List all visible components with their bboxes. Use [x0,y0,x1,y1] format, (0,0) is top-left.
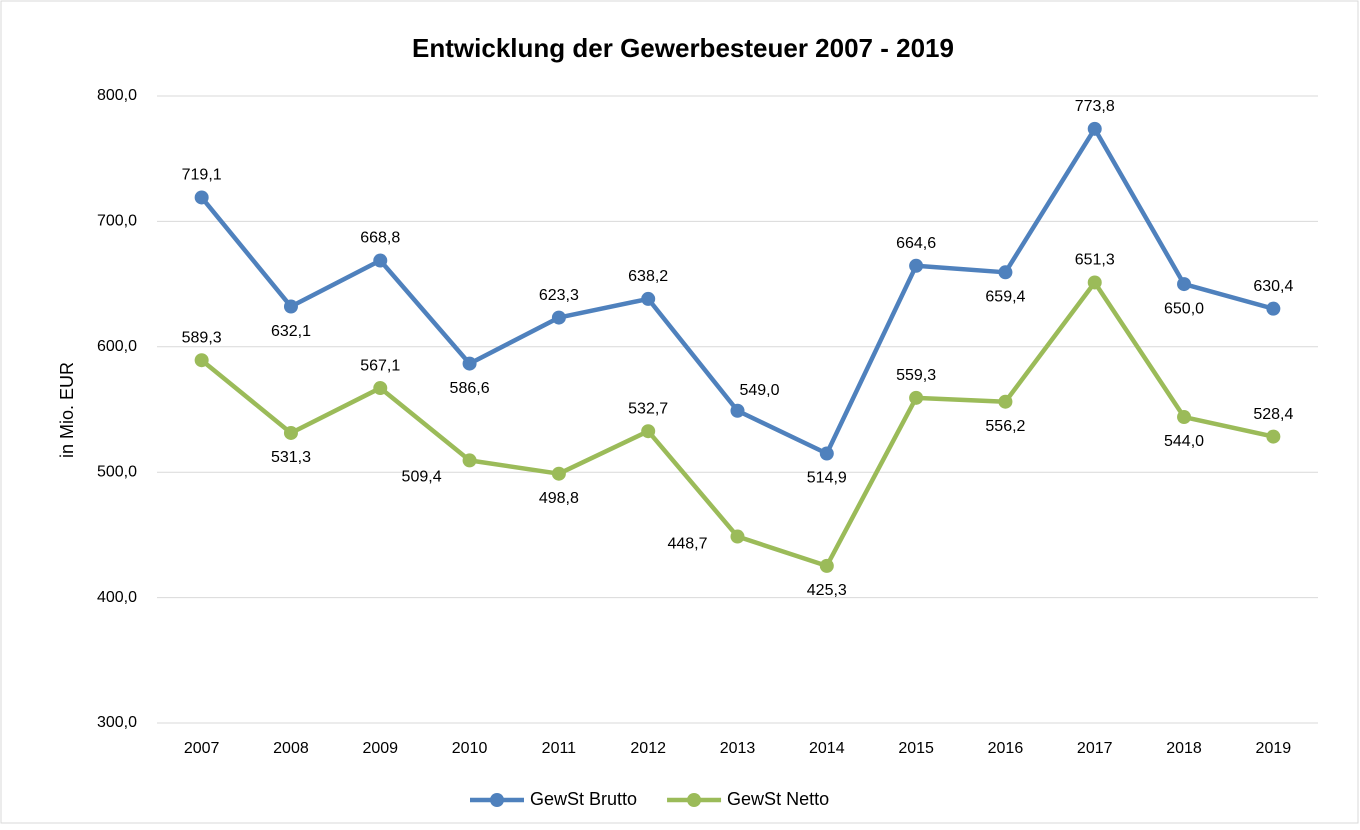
data-point [1177,277,1192,292]
data-point [373,381,388,396]
data-label: 528,4 [1253,406,1293,423]
data-point [1087,275,1102,290]
y-axis-label: in Mio. EUR [57,362,77,458]
data-label: 632,1 [271,323,311,340]
x-tick-label: 2008 [273,740,309,757]
data-point [551,310,566,325]
x-tick-label: 2018 [1166,740,1202,757]
data-point [283,299,298,314]
data-point [1266,301,1281,316]
legend-label: GewSt Netto [727,789,829,809]
x-tick-label: 2009 [362,740,398,757]
data-label: 586,6 [450,380,490,397]
data-point [909,390,924,405]
data-label: 514,9 [807,470,847,487]
x-tick-label: 2010 [452,740,488,757]
data-label: 664,6 [896,235,936,252]
legend-swatch-marker [687,793,702,807]
data-point [194,190,209,205]
data-label: 448,7 [667,536,707,553]
data-point [1177,410,1192,425]
data-point [283,425,298,440]
data-point [462,453,477,468]
data-point [462,356,477,371]
y-tick-label: 700,0 [97,213,137,230]
data-point [641,291,656,306]
data-point [641,424,656,439]
data-label: 567,1 [360,357,400,374]
data-label: 719,1 [182,167,222,184]
data-label: 509,4 [402,469,442,486]
data-point [730,529,745,544]
data-point [730,403,745,418]
x-tick-label: 2017 [1077,740,1113,757]
data-label: 531,3 [271,449,311,466]
data-label: 589,3 [182,329,222,346]
y-tick-label: 600,0 [97,338,137,355]
data-label: 623,3 [539,287,579,304]
data-label: 532,7 [628,400,668,417]
chart-title: Entwicklung der Gewerbesteuer 2007 - 201… [412,33,954,63]
y-tick-label: 400,0 [97,589,137,606]
data-label: 773,8 [1075,98,1115,115]
data-label: 638,2 [628,268,668,285]
data-point [373,253,388,268]
x-tick-label: 2012 [630,740,666,757]
data-label: 651,3 [1075,252,1115,269]
data-point [194,353,209,368]
legend-label: GewSt Brutto [530,789,637,809]
data-label: 549,0 [739,382,779,399]
data-label: 498,8 [539,490,579,507]
x-tick-label: 2011 [542,740,577,757]
legend-swatch-marker [490,793,504,807]
data-label: 544,0 [1164,433,1204,450]
y-tick-label: 300,0 [97,714,137,731]
x-tick-label: 2019 [1256,740,1292,757]
data-point [819,558,834,573]
data-label: 650,0 [1164,300,1204,317]
x-tick-label: 2016 [988,740,1024,757]
data-label: 630,4 [1253,278,1293,295]
x-tick-label: 2013 [720,740,756,757]
data-point [909,258,924,273]
data-label: 659,4 [985,289,1025,306]
data-label: 425,3 [807,582,847,599]
y-tick-label: 500,0 [97,463,137,480]
data-point [551,466,566,481]
data-label: 559,3 [896,367,936,384]
x-tick-label: 2015 [898,740,934,757]
x-tick-label: 2007 [184,740,220,757]
data-label: 556,2 [985,418,1025,435]
data-point [819,446,834,461]
data-point [998,394,1013,409]
data-point [1087,121,1102,136]
data-point [1266,429,1281,444]
data-point [998,265,1013,280]
data-label: 668,8 [360,230,400,247]
y-tick-label: 800,0 [97,87,137,104]
x-tick-label: 2014 [809,740,845,757]
